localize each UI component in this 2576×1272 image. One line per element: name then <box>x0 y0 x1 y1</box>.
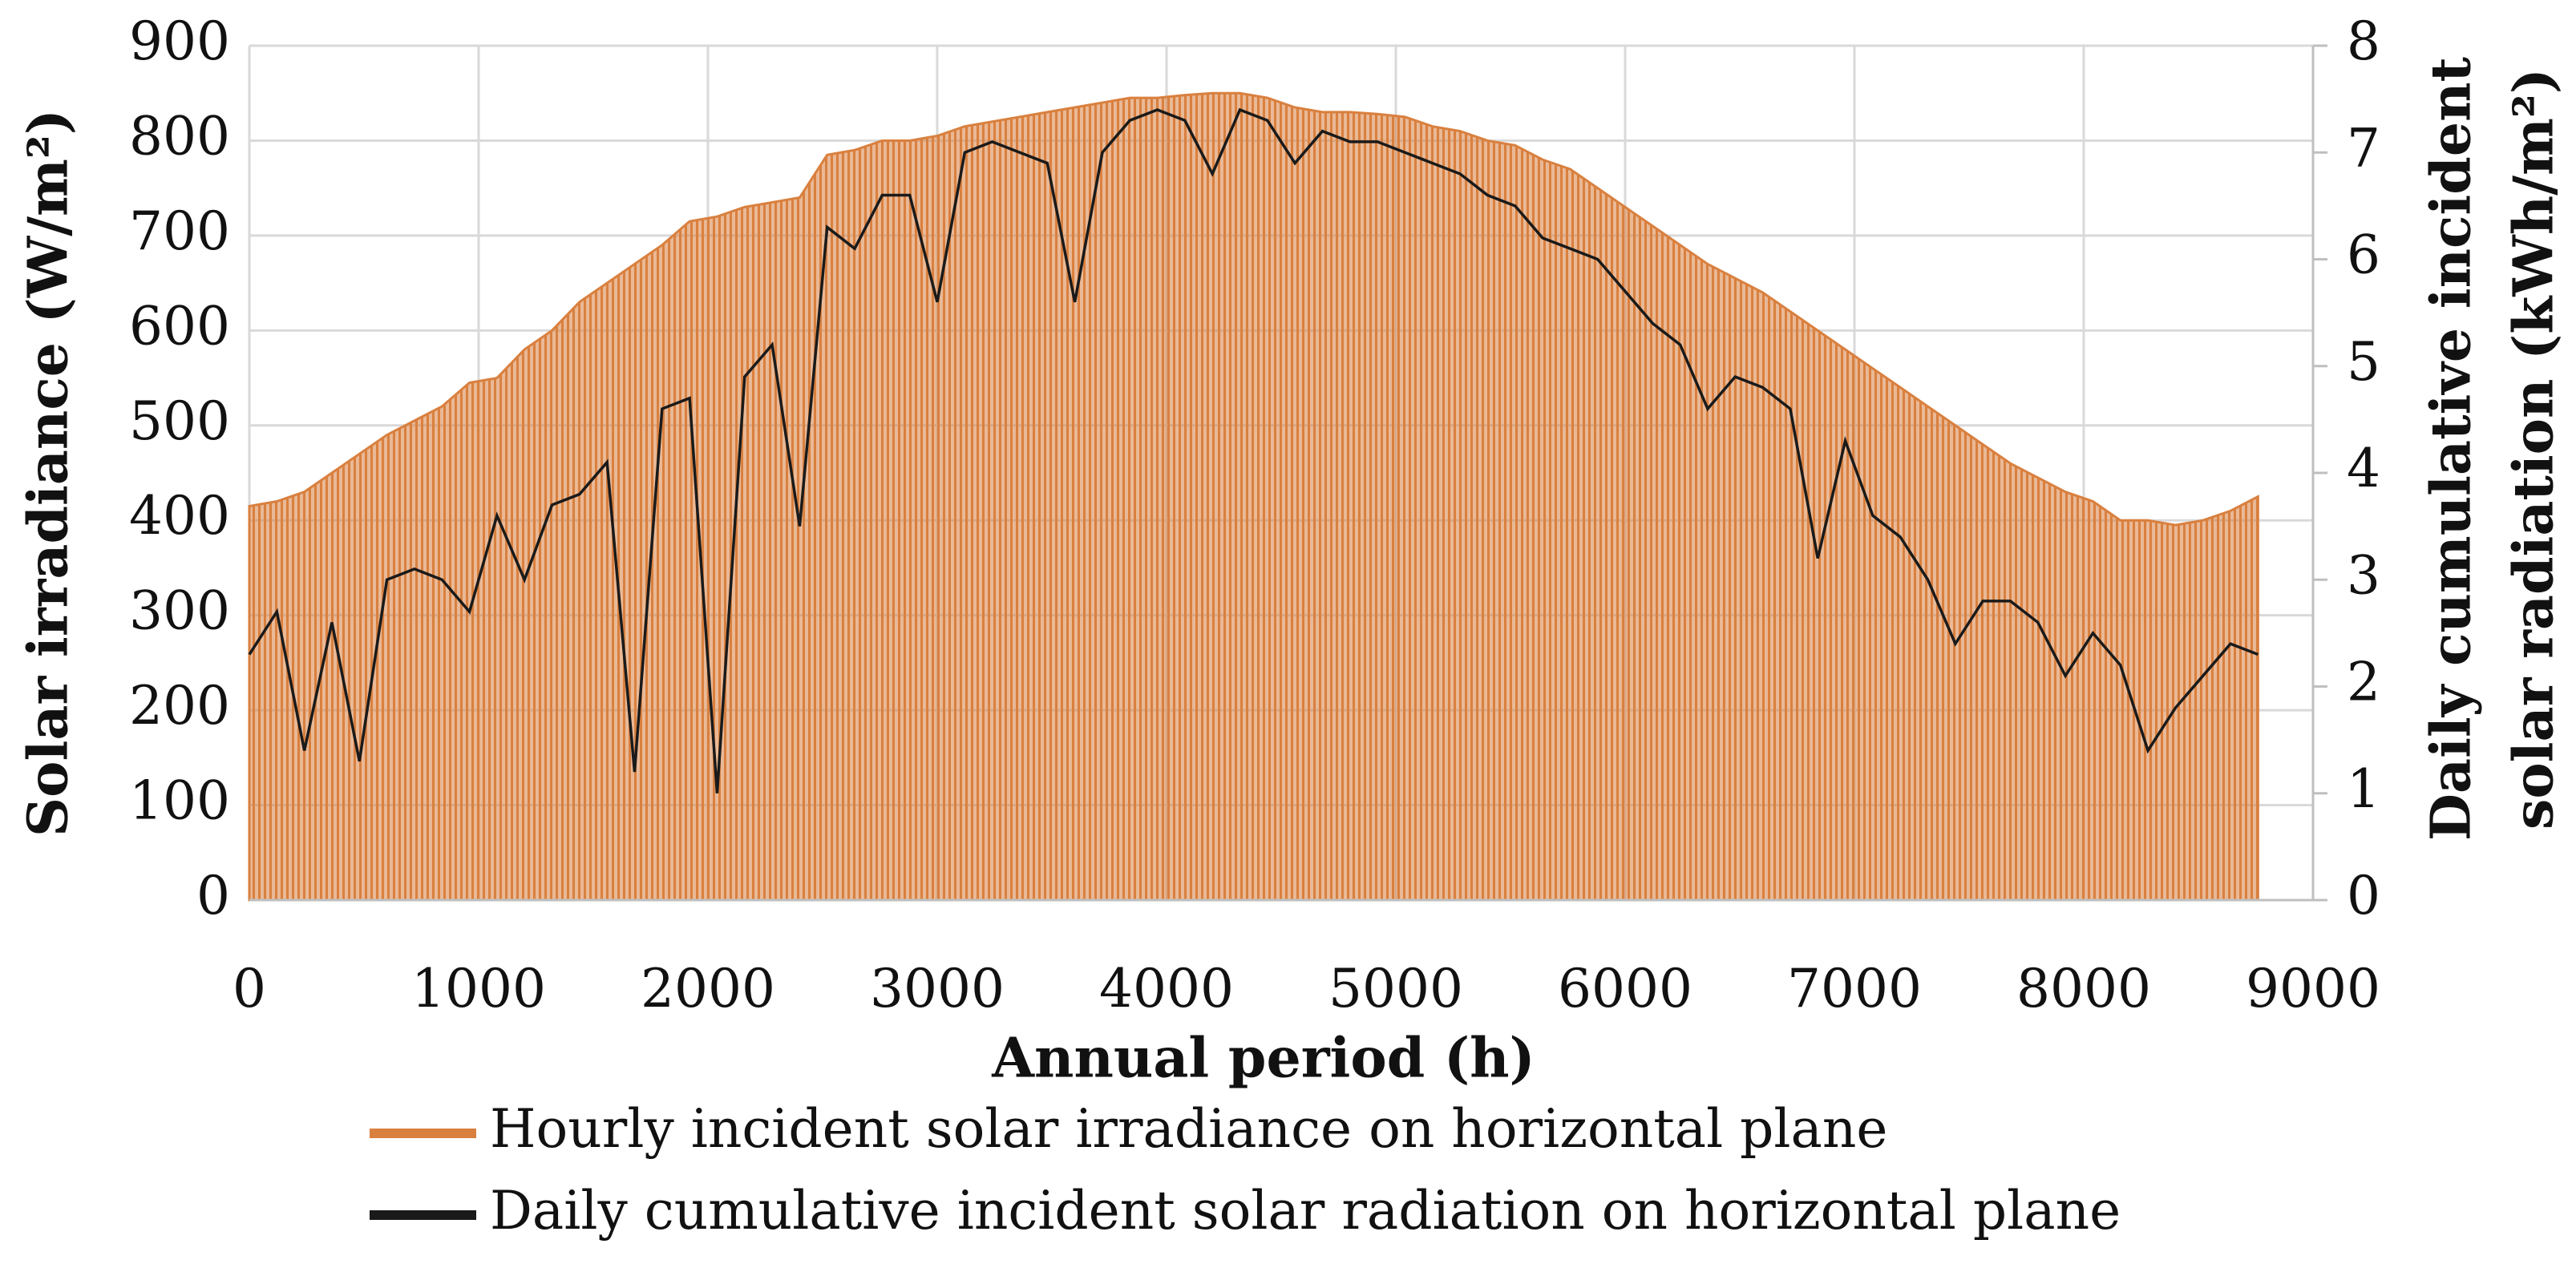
y2-tick-label: 8 <box>2347 10 2380 72</box>
x-tick-label: 6000 <box>1558 958 1692 1020</box>
x-tick-label: 0 <box>233 958 266 1020</box>
x-tick-label: 7000 <box>1787 958 1922 1020</box>
x-tick-label: 8000 <box>2016 958 2151 1020</box>
legend-label: Daily cumulative incident solar radiatio… <box>490 1180 2121 1242</box>
x-axis-title: Annual period (h) <box>991 1027 1535 1091</box>
x-tick-label: 3000 <box>870 958 1005 1020</box>
series-line <box>248 107 2259 793</box>
y2-tick-label: 3 <box>2347 544 2380 606</box>
y2-axis-title: solar radiation (kWh/m²) <box>2502 68 2566 830</box>
x-tick-label: 4000 <box>1099 958 1234 1020</box>
y-tick-label: 400 <box>129 485 230 547</box>
y2-tick-label: 7 <box>2347 117 2380 179</box>
y-axis-title: Solar irradiance (W/m²) <box>17 109 81 837</box>
y-tick-label: 600 <box>129 295 230 357</box>
legend-label: Hourly incident solar irradiance on hori… <box>490 1098 1887 1160</box>
irradiance-area <box>248 91 2259 902</box>
x-tick-label: 2000 <box>641 958 775 1020</box>
y-tick-label: 100 <box>129 770 230 832</box>
y-tick-label: 500 <box>129 390 230 452</box>
x-tick-label: 9000 <box>2246 958 2380 1020</box>
y2-tick-label: 4 <box>2347 438 2380 499</box>
y2-tick-label: 1 <box>2347 758 2380 820</box>
y-tick-label: 800 <box>129 105 230 167</box>
y2-tick-label: 6 <box>2347 224 2380 286</box>
y2-tick-label: 5 <box>2347 331 2380 393</box>
x-tick-label: 5000 <box>1328 958 1463 1020</box>
y-tick-label: 700 <box>129 200 230 262</box>
x-tick-label: 1000 <box>411 958 546 1020</box>
y2-tick-label: 0 <box>2347 865 2380 927</box>
y2-axis-title: Daily cumulative incident <box>2420 56 2484 840</box>
y2-tick-label: 2 <box>2347 652 2380 713</box>
y-tick-label: 300 <box>129 580 230 642</box>
y-tick-label: 900 <box>129 10 230 72</box>
y-tick-label: 0 <box>196 865 230 927</box>
y-tick-label: 200 <box>129 675 230 737</box>
